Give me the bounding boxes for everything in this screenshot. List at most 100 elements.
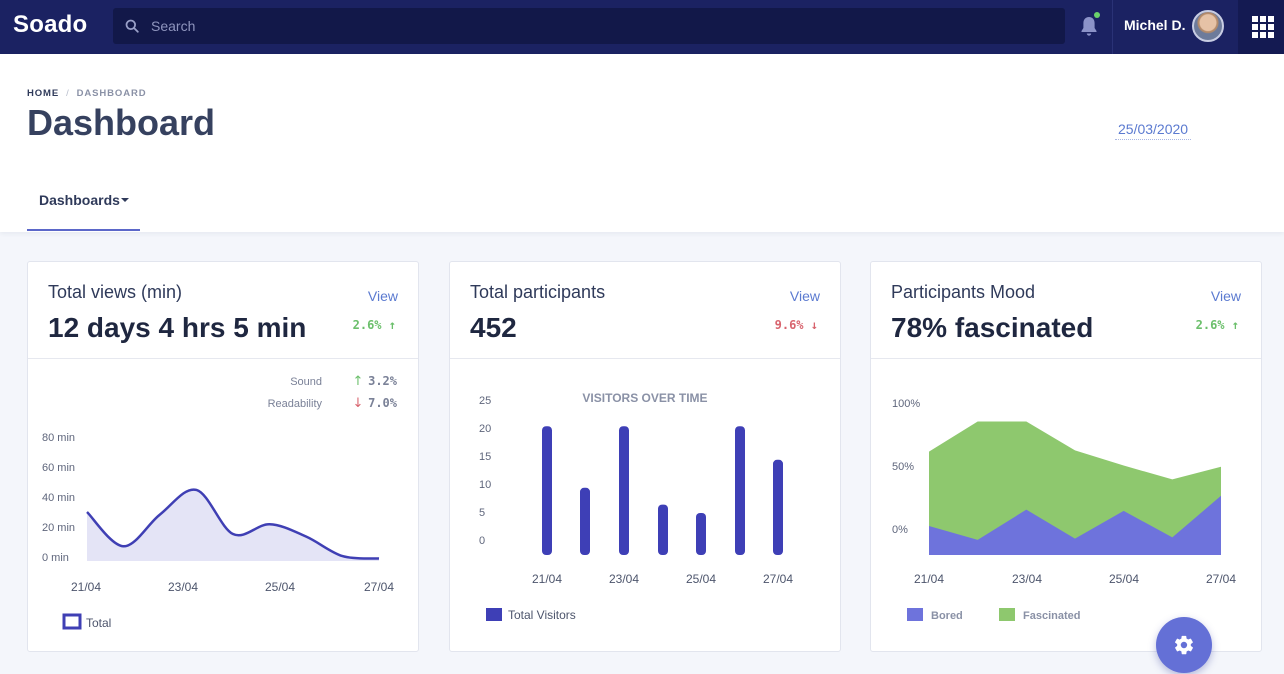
x-tick-label: 23/04 [168, 580, 198, 594]
divider [1112, 0, 1113, 54]
search-bar[interactable] [113, 8, 1065, 44]
x-tick-label: 25/04 [686, 572, 716, 586]
card-total-views: Total views (min) View 12 days 4 hrs 5 m… [27, 261, 419, 652]
x-tick-label: 27/04 [763, 572, 793, 586]
app-logo[interactable]: Soado [13, 11, 88, 38]
bar [658, 504, 668, 555]
page-title: Dashboard [27, 102, 216, 143]
gear-icon [1175, 635, 1193, 655]
y-tick-label: 10 [479, 479, 491, 491]
y-tick-label: 40 min [42, 492, 75, 504]
stat-label: Sound [290, 376, 322, 388]
stat-label: Readability [268, 398, 323, 410]
y-tick-label: 0% [892, 524, 908, 536]
arrow-up-icon: ↑ [353, 374, 364, 389]
delta-value: 2.6% [352, 318, 382, 332]
y-tick-label: 80 min [42, 432, 75, 444]
legend-swatch-total [62, 613, 82, 630]
legend-label: Total [86, 616, 111, 630]
stat-value: 3.2% [368, 374, 398, 388]
delta-value: 9.6% [774, 318, 804, 332]
legend-swatch-visitors [486, 608, 502, 621]
bar [735, 426, 745, 555]
y-tick-label: 100% [892, 398, 920, 410]
x-tick-label: 21/04 [71, 580, 101, 594]
view-link[interactable]: View [1210, 288, 1241, 304]
card-participants-mood: Participants Mood View 78% fascinated 2.… [870, 261, 1262, 652]
grid-icon [1252, 16, 1274, 38]
y-tick-label: 20 [479, 423, 491, 435]
legend-swatch-fascinated [999, 608, 1015, 621]
divider [28, 358, 418, 359]
bar [542, 426, 552, 555]
x-tick-label: 21/04 [914, 572, 944, 586]
x-tick-label: 25/04 [1109, 572, 1139, 586]
breadcrumb-home[interactable]: HOME [27, 88, 60, 99]
card-title: Participants Mood [891, 282, 1036, 302]
card-title: Total participants [470, 282, 606, 302]
bar [696, 513, 706, 555]
top-bar: Soado Michel D. [0, 0, 1284, 54]
view-link[interactable]: View [789, 288, 820, 304]
legend-label: Fascinated [1023, 610, 1080, 622]
notification-dot [1094, 12, 1100, 18]
avatar[interactable] [1192, 10, 1224, 42]
arrow-up-icon: ↑ [388, 318, 396, 332]
tab-dashboards-label: Dashboards [39, 192, 120, 208]
y-tick-label: 50% [892, 461, 914, 473]
tab-dashboards[interactable]: Dashboards [27, 178, 140, 231]
y-tick-label: 15 [479, 451, 491, 463]
user-name[interactable]: Michel D. [1124, 17, 1186, 33]
x-tick-label: 27/04 [364, 580, 394, 594]
breadcrumb-current: DASHBOARD [76, 88, 147, 99]
bar [773, 459, 783, 555]
x-tick-label: 21/04 [532, 572, 562, 586]
area-fascinated [929, 421, 1221, 555]
card-total-participants: Total participants View 452 9.6% ↓ VISIT… [449, 261, 841, 652]
x-tick-label: 23/04 [609, 572, 639, 586]
card-value: 78% fascinated [891, 312, 1094, 343]
chart-title: VISITORS OVER TIME [582, 391, 707, 405]
search-input[interactable] [151, 18, 1031, 34]
card-title: Total views (min) [48, 282, 183, 302]
area-bored [929, 495, 1221, 555]
page-header: HOME / DASHBOARD Dashboard 25/03/2020 Dash… [0, 54, 1284, 232]
arrow-down-icon: ↓ [810, 318, 818, 332]
legend-swatch-bored [907, 608, 923, 621]
x-tick-label: 25/04 [265, 580, 295, 594]
stat-value: 7.0% [368, 396, 398, 410]
breadcrumb: HOME / DASHBOARD [27, 88, 147, 99]
delta-value: 2.6% [1195, 318, 1225, 332]
card-delta: 2.6% ↑ [353, 318, 396, 332]
divider [450, 358, 840, 359]
card-value: 12 days 4 hrs 5 min [48, 312, 307, 343]
card-delta: 9.6% ↓ [775, 318, 818, 332]
mood-chart: 100% 50% 0% 21/04 23/04 25/04 27/04 Bored Fascin… [892, 398, 1236, 622]
y-tick-label: 0 [479, 535, 485, 547]
y-tick-label: 25 [479, 395, 491, 407]
views-chart: Sound ↑ 3.2% Readability ↓ 7.0% 80 min 60 min 40… [42, 374, 398, 630]
breadcrumb-separator: / [66, 88, 70, 99]
x-tick-label: 23/04 [1012, 572, 1042, 586]
y-tick-label: 0 min [42, 552, 69, 564]
card-delta: 2.6% ↑ [1196, 318, 1239, 332]
apps-button[interactable] [1238, 0, 1284, 54]
view-link[interactable]: View [367, 288, 398, 304]
x-tick-label: 27/04 [1206, 572, 1236, 586]
settings-button[interactable] [1156, 617, 1212, 673]
bar [580, 487, 590, 555]
y-tick-label: 60 min [42, 462, 75, 474]
bell-icon[interactable] [1079, 15, 1099, 37]
divider [871, 358, 1261, 359]
y-tick-label: 20 min [42, 522, 75, 534]
bar [619, 426, 629, 555]
area-fill [87, 489, 379, 561]
caret-down-icon [121, 198, 129, 202]
arrow-up-icon: ↑ [1231, 318, 1239, 332]
date-picker[interactable]: 25/03/2020 [1115, 121, 1192, 140]
y-tick-label: 5 [479, 507, 485, 519]
search-icon [125, 19, 139, 33]
series-line-total [86, 488, 380, 560]
legend-label: Bored [931, 610, 963, 622]
legend-label: Total Visitors [508, 608, 576, 622]
